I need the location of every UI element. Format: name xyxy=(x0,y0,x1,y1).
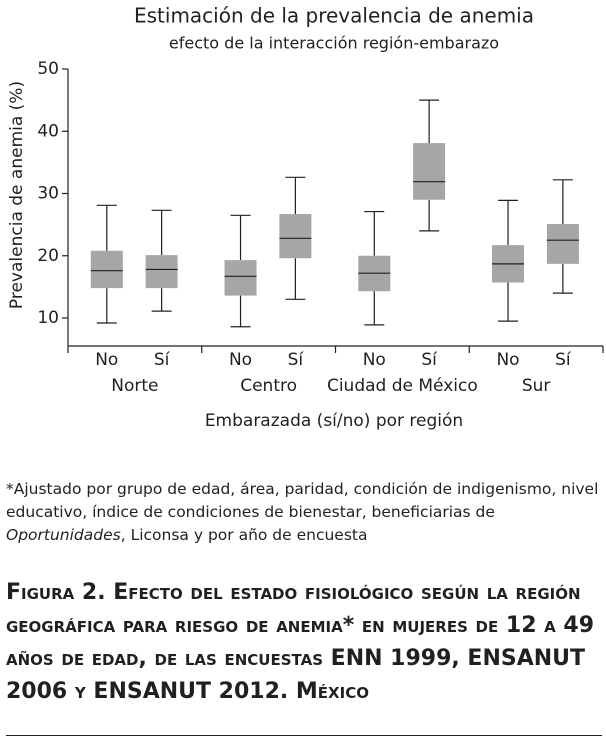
group-label: Norte xyxy=(111,376,158,396)
rule xyxy=(6,735,602,736)
x-tick-label: Sí xyxy=(288,350,305,370)
footnote-italic: Oportunidades xyxy=(6,526,121,544)
x-tick-label: No xyxy=(229,350,252,370)
y-tick-label: 10 xyxy=(37,308,59,328)
box xyxy=(279,214,312,259)
group-label: Ciudad de México xyxy=(327,376,478,396)
box xyxy=(546,224,579,264)
group-label: Centro xyxy=(240,376,297,396)
figure-caption: Figura 2. Efecto del estado fisiológico … xyxy=(6,580,595,704)
footnote-text: , Liconsa y por año de encuesta xyxy=(120,526,368,544)
footnote-text: *Ajustado por grupo de edad, área, parid… xyxy=(6,480,599,521)
chart-subtitle: efecto de la interacción región-embarazo xyxy=(169,34,499,53)
x-tick-label: Sí xyxy=(421,350,438,370)
y-tick-label: 20 xyxy=(37,246,59,266)
x-tick-label: No xyxy=(95,350,118,370)
x-tick-label: Sí xyxy=(555,350,572,370)
chart-title: Estimación de la prevalencia de anemia xyxy=(134,4,534,28)
y-tick-label: 40 xyxy=(37,121,59,141)
y-tick-label: 30 xyxy=(37,184,59,204)
x-axis-label: Embarazada (sí/no) por región xyxy=(205,411,463,431)
y-axis-label: Prevalencia de anemia (%) xyxy=(7,81,27,309)
x-tick-label: Sí xyxy=(154,350,171,370)
footnote: *Ajustado por grupo de edad, área, parid… xyxy=(6,478,602,547)
box xyxy=(413,143,446,200)
box xyxy=(145,255,178,289)
x-tick-label: No xyxy=(496,350,519,370)
box xyxy=(90,250,123,289)
y-tick-label: 50 xyxy=(37,59,59,79)
group-label: Sur xyxy=(522,376,551,396)
chart: Estimación de la prevalencia de anemia e… xyxy=(7,4,604,431)
x-tick-label: No xyxy=(363,350,386,370)
box xyxy=(224,260,257,296)
